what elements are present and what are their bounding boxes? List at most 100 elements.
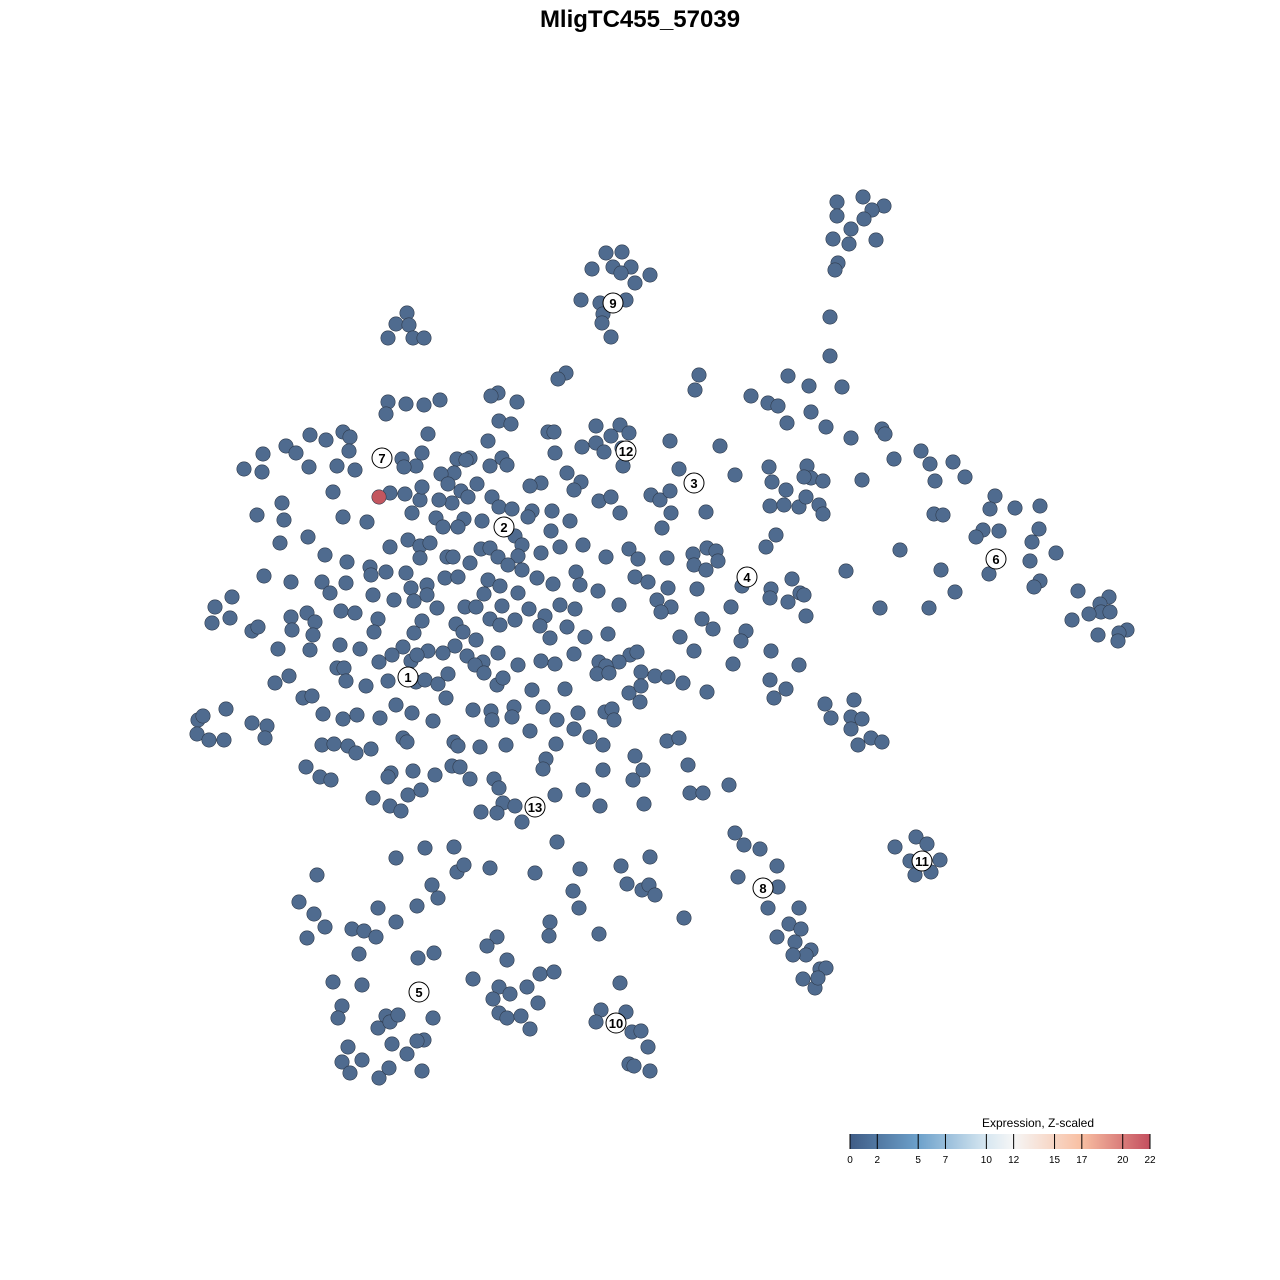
cell-point — [450, 519, 466, 535]
cell-point — [1070, 583, 1086, 599]
cell-point — [632, 694, 648, 710]
cell-point — [432, 392, 448, 408]
cell-point — [257, 730, 273, 746]
cluster-label-badge — [605, 1012, 627, 1034]
cell-point — [491, 780, 507, 796]
cell-point — [304, 688, 320, 704]
cell-point — [582, 729, 598, 745]
cell-point — [469, 476, 485, 492]
cell-point — [479, 938, 495, 954]
cell-point — [613, 858, 629, 874]
cell-point — [766, 690, 782, 706]
cell-point — [892, 542, 908, 558]
cell-point — [349, 707, 365, 723]
cell-point — [1064, 612, 1080, 628]
cell-point — [780, 594, 796, 610]
cell-point — [1032, 498, 1048, 514]
cell-point — [769, 858, 785, 874]
cell-point — [874, 734, 890, 750]
cell-point — [542, 914, 558, 930]
cell-point — [446, 839, 462, 855]
cell-point — [552, 597, 568, 613]
cell-point — [491, 979, 507, 995]
cell-point — [398, 565, 414, 581]
cell-point — [662, 483, 678, 499]
cell-point — [710, 553, 726, 569]
cell-point — [763, 643, 779, 659]
cell-point — [613, 265, 629, 281]
cell-point — [363, 741, 379, 757]
cluster-label-badge — [371, 447, 393, 469]
cell-point — [283, 609, 299, 625]
cell-point — [342, 1065, 358, 1081]
cell-point — [435, 519, 451, 535]
cell-point — [444, 495, 460, 511]
cell-point — [354, 1052, 370, 1068]
legend-ticks: 0 2 5 7 10 12 15 17 20 22 — [847, 1134, 1156, 1166]
cell-point — [921, 600, 937, 616]
cell-point — [542, 630, 558, 646]
cell-point — [358, 678, 374, 694]
cell-point — [598, 549, 614, 565]
cluster-label-badge — [397, 666, 419, 688]
cell-point — [414, 613, 430, 629]
cell-point — [204, 615, 220, 631]
cluster-label-text: 3 — [690, 476, 697, 491]
cell-point — [764, 474, 780, 490]
cell-point — [780, 368, 796, 384]
legend-colorbar — [850, 1134, 1150, 1149]
cell-point — [547, 787, 563, 803]
cell-point — [647, 887, 663, 903]
legend-title: Expression, Z-scaled — [982, 1116, 1094, 1130]
cell-point — [494, 598, 510, 614]
cell-point — [359, 514, 375, 530]
cluster-label-text: 11 — [915, 854, 929, 869]
cell-point — [381, 1060, 397, 1076]
cluster-label-text: 12 — [619, 444, 633, 459]
cell-point — [370, 1020, 386, 1036]
cell-point — [614, 244, 630, 260]
cell-point — [490, 645, 506, 661]
cell-point — [590, 583, 606, 599]
cell-point — [591, 926, 607, 942]
cell-point — [991, 523, 1007, 539]
cell-point — [507, 612, 523, 628]
legend-tick-label: 22 — [1144, 1155, 1156, 1166]
cell-point — [588, 418, 604, 434]
cell-point-high-expression — [371, 489, 387, 505]
cell-point — [298, 759, 314, 775]
cell-point — [595, 737, 611, 753]
cell-point — [398, 396, 414, 412]
cell-point — [671, 461, 687, 477]
cell-point — [829, 208, 845, 224]
cell-point — [815, 506, 831, 522]
cell-point — [621, 685, 637, 701]
cell-point — [307, 614, 323, 630]
cell-point — [652, 492, 668, 508]
cell-point — [414, 479, 430, 495]
cell-point — [499, 1010, 515, 1026]
cell-point — [565, 883, 581, 899]
cell-point — [301, 459, 317, 475]
cell-point — [437, 570, 453, 586]
cell-point — [284, 622, 300, 638]
cell-point — [399, 1046, 415, 1062]
cell-point — [250, 619, 266, 635]
cluster-label-text: 7 — [378, 451, 385, 466]
cell-point — [922, 456, 938, 472]
cell-point — [440, 476, 456, 492]
cell-point — [621, 541, 637, 557]
cell-point — [492, 617, 508, 633]
cell-point — [507, 798, 523, 814]
cell-point — [255, 446, 271, 462]
cell-point — [601, 665, 617, 681]
cell-point — [854, 472, 870, 488]
cell-point — [822, 348, 838, 364]
cell-point — [299, 930, 315, 946]
cell-point — [752, 841, 768, 857]
cell-point — [520, 509, 536, 525]
cell-point — [244, 715, 260, 731]
cell-point — [445, 549, 461, 565]
